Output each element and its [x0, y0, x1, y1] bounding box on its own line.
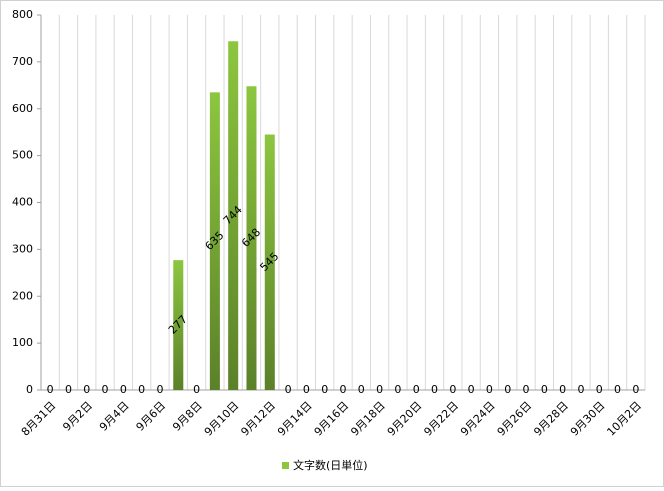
y-tick-label: 800	[12, 8, 33, 21]
data-label: 0	[431, 383, 438, 396]
bar-shade	[209, 92, 220, 390]
data-label: 0	[285, 383, 292, 396]
data-label: 0	[102, 383, 109, 396]
data-label: 0	[120, 383, 127, 396]
y-tick-label: 200	[12, 289, 33, 302]
data-label: 0	[340, 383, 347, 396]
data-label: 0	[65, 383, 72, 396]
bar-shade	[173, 260, 184, 390]
data-label: 0	[321, 383, 328, 396]
y-tick-label: 600	[12, 102, 33, 115]
data-label: 0	[47, 383, 54, 396]
y-tick-label: 100	[12, 336, 33, 349]
legend-label: 文字数(日単位)	[293, 458, 368, 472]
data-label: 0	[376, 383, 383, 396]
data-label: 0	[413, 383, 420, 396]
data-label: 0	[138, 383, 145, 396]
y-tick-label: 400	[12, 196, 33, 209]
data-label: 0	[394, 383, 401, 396]
bar-shade	[264, 134, 275, 390]
y-tick-label: 500	[12, 149, 33, 162]
y-tick-label: 300	[12, 242, 33, 255]
y-tick-label: 0	[26, 383, 33, 396]
data-label: 0	[193, 383, 200, 396]
legend-swatch	[282, 462, 289, 469]
data-label: 0	[614, 383, 621, 396]
data-label: 0	[632, 383, 639, 396]
bar-shade	[228, 41, 239, 390]
data-label: 0	[83, 383, 90, 396]
data-label: 0	[577, 383, 584, 396]
data-label: 0	[596, 383, 603, 396]
bar-shade	[246, 86, 257, 390]
data-label: 0	[504, 383, 511, 396]
data-label: 0	[486, 383, 493, 396]
y-tick-label: 700	[12, 55, 33, 68]
data-label: 0	[156, 383, 163, 396]
data-label: 0	[449, 383, 456, 396]
data-label: 0	[523, 383, 530, 396]
data-label: 0	[559, 383, 566, 396]
data-label: 0	[468, 383, 475, 396]
data-label: 0	[358, 383, 365, 396]
data-label: 0	[303, 383, 310, 396]
data-label: 0	[541, 383, 548, 396]
